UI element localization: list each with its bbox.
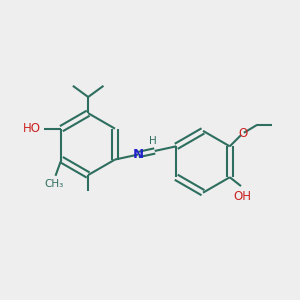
Text: H: H: [149, 136, 157, 146]
Text: OH: OH: [233, 190, 251, 202]
Text: HO: HO: [23, 122, 41, 135]
Text: N: N: [133, 148, 144, 161]
Text: CH₃: CH₃: [44, 179, 64, 189]
Text: O: O: [238, 127, 248, 140]
